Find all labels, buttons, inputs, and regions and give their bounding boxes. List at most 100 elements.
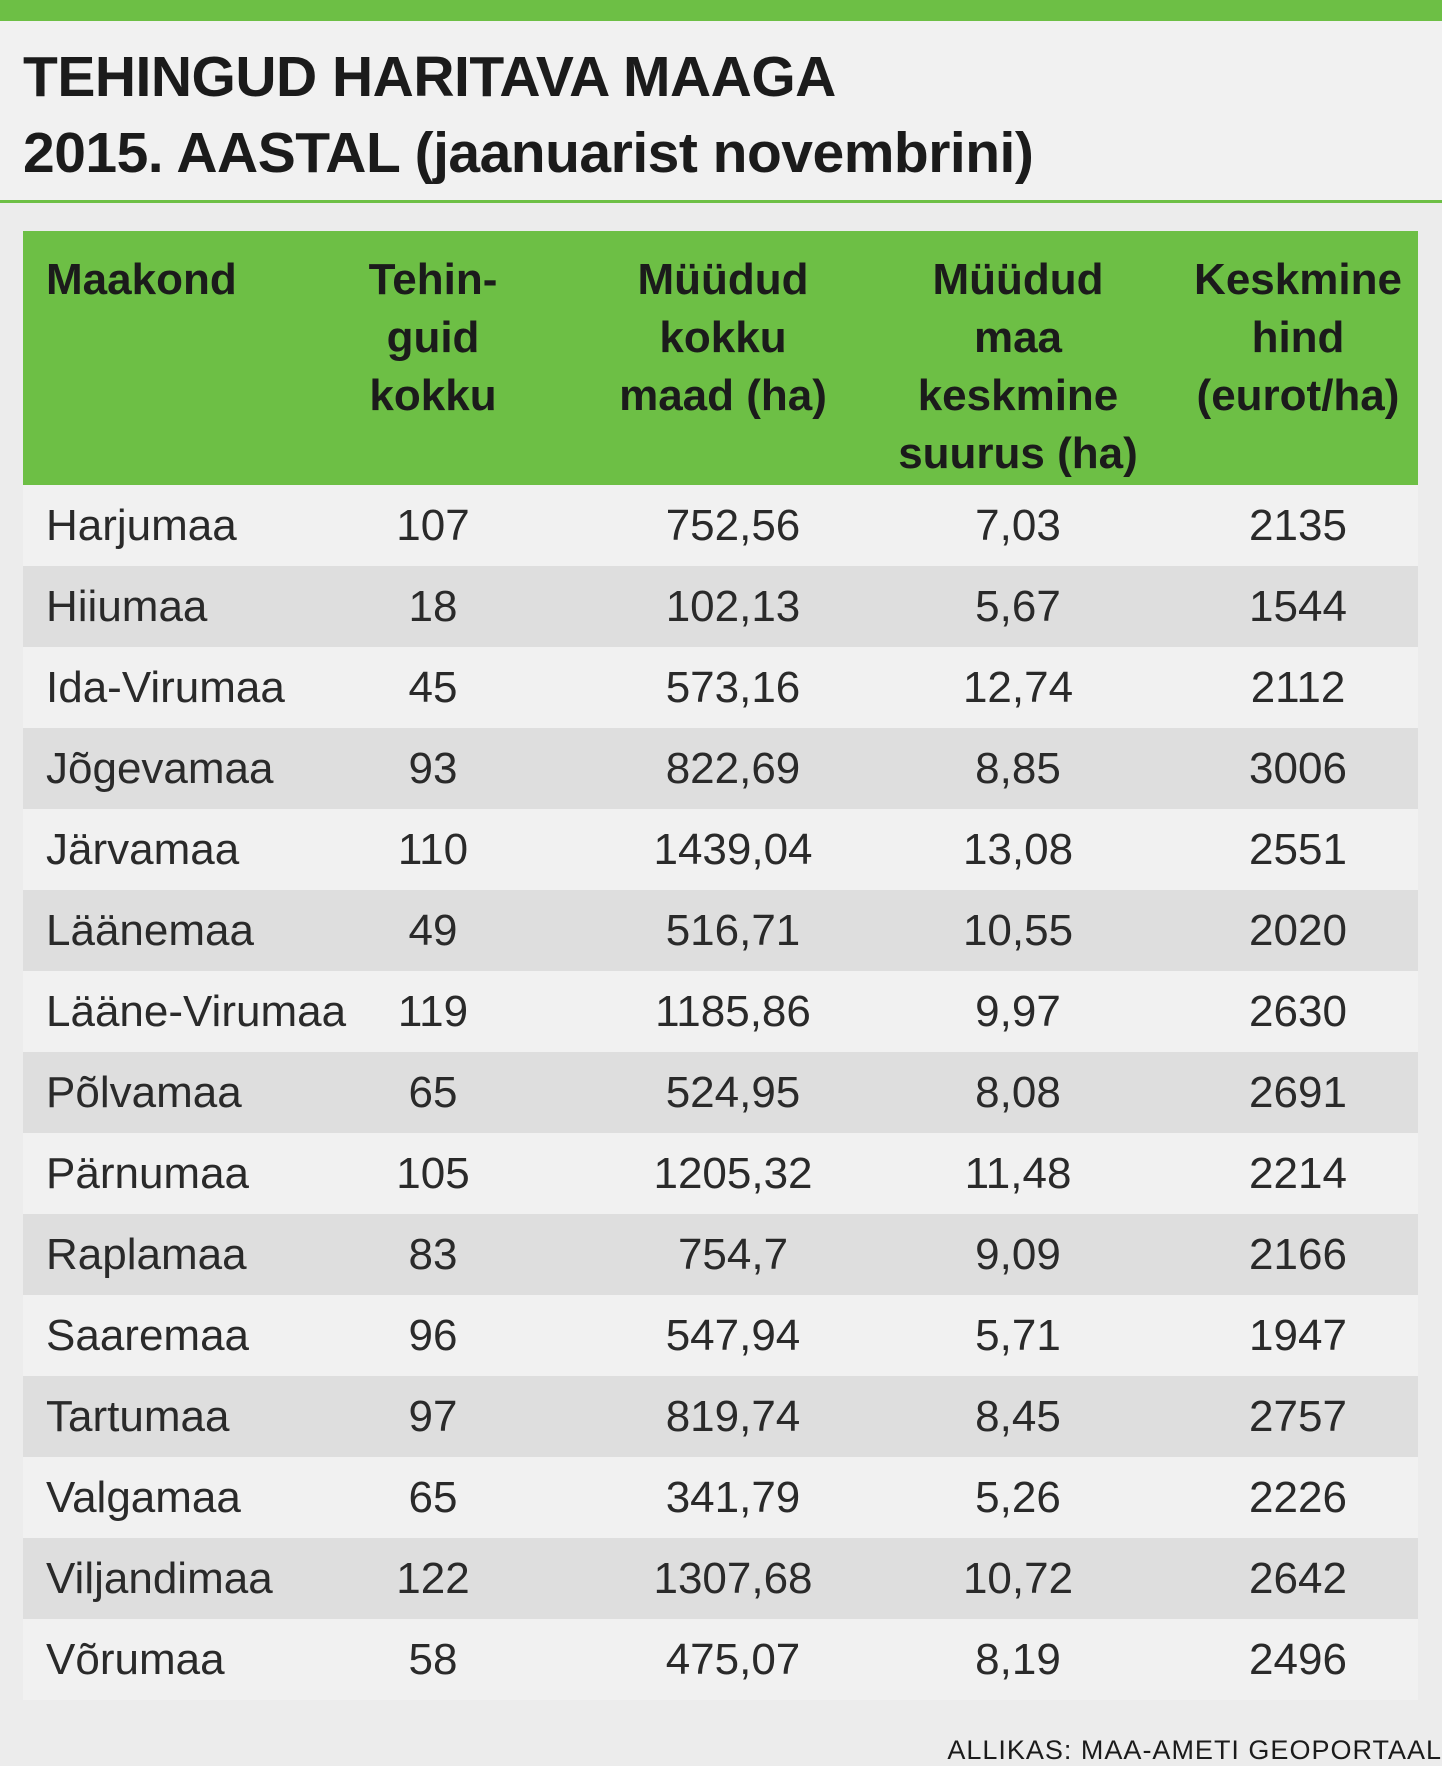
county-name-cell: Pärnumaa (46, 1149, 250, 1198)
value-cell: 83 (408, 1230, 458, 1279)
value-cell: 573,16 (665, 663, 801, 712)
value-cell: 1205,32 (653, 1149, 813, 1198)
table-row: Järvamaa 110 1439,04 13,08 2551 (23, 809, 1418, 890)
value-cell: 2135 (1249, 501, 1347, 550)
county-name-cell: Hiiumaa (46, 582, 208, 631)
value-cell: 102,13 (665, 582, 801, 631)
column-header-line: maad (ha) (619, 371, 827, 420)
value-cell: 5,71 (975, 1311, 1061, 1360)
title-line-2: 2015. AASTAL (jaanuarist novembrini) (23, 121, 1034, 185)
table-row: Raplamaa 83 754,7 9,09 2166 (23, 1214, 1418, 1295)
top-accent-bar (0, 0, 1442, 21)
table-row: Tartumaa 97 819,74 8,45 2757 (23, 1376, 1418, 1457)
table-row: Võrumaa 58 475,07 8,19 2496 (23, 1619, 1418, 1700)
table-row: Harjumaa 107 752,56 7,03 2135 (23, 485, 1418, 566)
value-cell: 2691 (1249, 1068, 1347, 1117)
table-row: Hiiumaa 18 102,13 5,67 1544 (23, 566, 1418, 647)
value-cell: 65 (408, 1473, 458, 1522)
value-cell: 2630 (1249, 987, 1347, 1036)
county-name-cell: Põlvamaa (46, 1068, 242, 1117)
county-name-cell: Jõgevamaa (46, 744, 274, 793)
value-cell: 119 (397, 987, 469, 1036)
value-cell: 2112 (1250, 663, 1346, 712)
column-header-0: Maakond (46, 251, 237, 309)
value-cell: 8,19 (975, 1635, 1061, 1684)
table-header: Maakond Tehin-guid kokku Müüdud kokku maad (h… (23, 231, 1418, 485)
value-cell: 96 (408, 1311, 458, 1360)
value-cell: 12,74 (962, 663, 1074, 712)
value-cell: 2496 (1249, 1635, 1347, 1684)
value-cell: 2226 (1249, 1473, 1347, 1522)
table-row: Põlvamaa 65 524,95 8,08 2691 (23, 1052, 1418, 1133)
value-cell: 754,7 (677, 1230, 789, 1279)
value-cell: 5,67 (975, 582, 1061, 631)
title-area: TEHINGUD HARITAVA MAAGA 2015. AASTAL (ja… (0, 21, 1442, 203)
value-cell: 11,48 (964, 1149, 1072, 1198)
value-cell: 9,97 (975, 987, 1061, 1036)
table-row: Jõgevamaa 93 822,69 8,85 3006 (23, 728, 1418, 809)
county-name-cell: Võrumaa (46, 1635, 225, 1684)
value-cell: 2214 (1249, 1149, 1347, 1198)
value-cell: 58 (408, 1635, 458, 1684)
value-cell: 49 (408, 906, 458, 955)
value-cell: 3006 (1249, 744, 1347, 793)
value-cell: 2020 (1249, 906, 1347, 955)
column-header-line: kokku (659, 313, 787, 362)
table-row: Saaremaa 96 547,94 5,71 1947 (23, 1295, 1418, 1376)
source-note: ALLIKAS: MAA-AMETI GEOPORTAAL (947, 1735, 1442, 1765)
county-name-cell: Viljandimaa (46, 1554, 273, 1603)
county-name-cell: Ida-Virumaa (46, 663, 285, 712)
value-cell: 1185,86 (655, 987, 811, 1036)
value-cell: 107 (396, 501, 470, 550)
value-cell: 1544 (1249, 582, 1347, 631)
title-line-1: TEHINGUD HARITAVA MAAGA (23, 45, 836, 109)
value-cell: 110 (397, 825, 469, 874)
column-header-line: Müüdud (932, 255, 1104, 304)
value-cell: 122 (396, 1554, 470, 1603)
county-name-cell: Läänemaa (46, 906, 254, 955)
column-header-1: Tehin-guid kokku (333, 251, 533, 425)
value-cell: 1439,04 (653, 825, 813, 874)
value-cell: 105 (396, 1149, 470, 1198)
county-name-cell: Raplamaa (46, 1230, 247, 1279)
value-cell: 819,74 (665, 1392, 801, 1441)
value-cell: 1947 (1249, 1311, 1347, 1360)
value-cell: 516,71 (665, 906, 801, 955)
column-header-line: Keskmine (1194, 255, 1402, 304)
column-header-line: kokku (369, 371, 497, 420)
column-header-line: Tehin- (368, 255, 498, 304)
county-name-cell: Tartumaa (46, 1392, 230, 1441)
value-cell: 2551 (1249, 825, 1347, 874)
county-name-cell: Valgamaa (46, 1473, 241, 1522)
county-name-cell: Lääne-Virumaa (46, 987, 347, 1036)
value-cell: 5,26 (975, 1473, 1061, 1522)
value-cell: 93 (408, 744, 458, 793)
value-cell: 8,08 (975, 1068, 1061, 1117)
value-cell: 547,94 (665, 1311, 801, 1360)
value-cell: 10,72 (962, 1554, 1074, 1603)
value-cell: 97 (408, 1392, 458, 1441)
table-row: Valgamaa 65 341,79 5,26 2226 (23, 1457, 1418, 1538)
value-cell: 2166 (1249, 1230, 1347, 1279)
column-header-3: Müüdud maa keskmine suurus (ha) (823, 251, 1213, 483)
column-header-line: (eurot/ha) (1196, 371, 1400, 420)
value-cell: 10,55 (962, 906, 1074, 955)
value-cell: 45 (408, 663, 458, 712)
county-name-cell: Järvamaa (46, 825, 240, 874)
value-cell: 18 (408, 582, 458, 631)
column-header-4: Keskmine hind (eurot/ha) (1163, 251, 1433, 425)
table-row: Viljandimaa 122 1307,68 10,72 2642 (23, 1538, 1418, 1619)
value-cell: 8,45 (975, 1392, 1061, 1441)
table-row: Pärnumaa 105 1205,32 11,48 2214 (23, 1133, 1418, 1214)
value-cell: 7,03 (975, 501, 1061, 550)
value-cell: 341,79 (665, 1473, 801, 1522)
table-body: Harjumaa 107 752,56 7,03 2135 Hiiumaa 18 102,13… (23, 485, 1418, 1700)
table-row: Ida-Virumaa 45 573,16 12,74 2112 (23, 647, 1418, 728)
column-header-line: guid (386, 313, 480, 362)
column-header-line: maa (973, 313, 1063, 362)
column-header-line: suurus (ha) (898, 429, 1138, 478)
value-cell: 1307,68 (653, 1554, 813, 1603)
value-cell: 822,69 (665, 744, 801, 793)
value-cell: 8,85 (975, 744, 1061, 793)
column-header-line: hind (1251, 313, 1345, 362)
